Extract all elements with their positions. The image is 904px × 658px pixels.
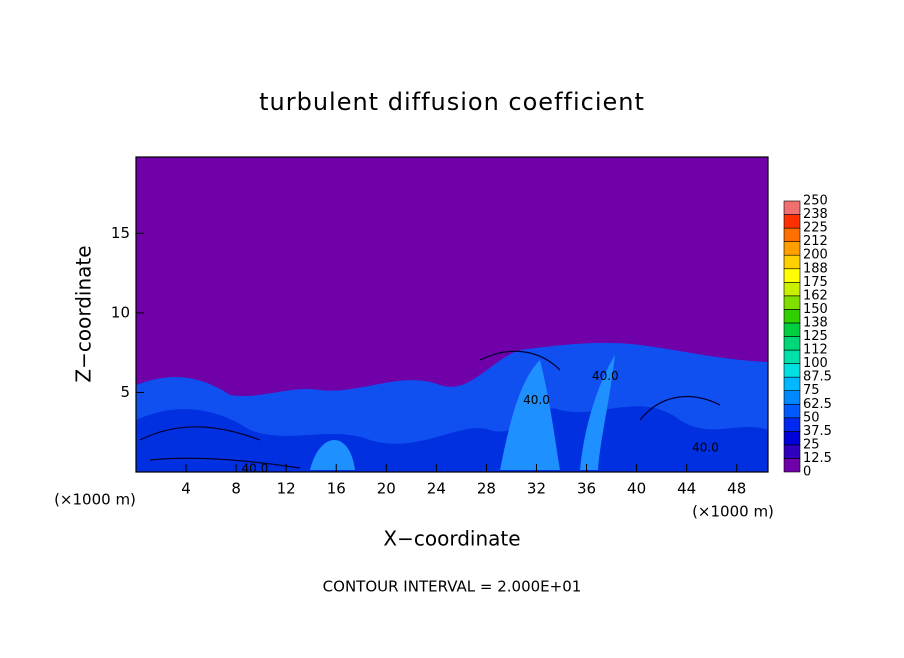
colorbar-swatch — [783, 309, 801, 324]
contour-label: 40.0 — [242, 461, 269, 475]
x-tick-label: 8 — [231, 480, 241, 498]
x-tick-label: 20 — [377, 480, 396, 498]
chart-title: turbulent diffusion coefficient — [259, 88, 645, 116]
colorbar-label: 12.5 — [803, 451, 832, 466]
colorbar-label: 0 — [803, 465, 811, 480]
colorbar-swatch — [783, 241, 801, 256]
colorbar-label: 162 — [803, 288, 828, 303]
colorbar-label: 175 — [803, 275, 828, 290]
colorbar-swatch — [783, 390, 801, 405]
y-tick-label: 15 — [111, 224, 130, 242]
colorbar-label: 25 — [803, 437, 820, 452]
colorbar-label: 37.5 — [803, 424, 832, 439]
colorbar-label: 112 — [803, 343, 828, 358]
colorbar-swatch — [783, 322, 801, 337]
colorbar-label: 200 — [803, 248, 828, 263]
colorbar-label: 225 — [803, 221, 828, 236]
colorbar-swatch — [783, 444, 801, 459]
colorbar-label: 75 — [803, 383, 820, 398]
colorbar-swatch — [783, 403, 801, 419]
contour-label: 40.0 — [592, 369, 619, 383]
plumes — [310, 355, 615, 470]
colorbar-label: 238 — [803, 207, 828, 222]
colorbar-swatch — [783, 268, 801, 283]
colorbar-swatch — [783, 254, 801, 270]
y-axis-label: Z−coordinate — [72, 245, 96, 382]
x-axis-label: X−coordinate — [383, 527, 520, 551]
contour-lines — [139, 350, 721, 469]
colorbar-swatch — [783, 214, 801, 229]
colorbar-label: 87.5 — [803, 370, 832, 385]
colorbar-swatch — [783, 458, 801, 473]
colorbar-label: 138 — [803, 315, 828, 330]
plot-frame — [135, 156, 769, 473]
x-tick-label: 44 — [677, 480, 696, 498]
x-tick-label: 4 — [181, 480, 191, 498]
colorbar-label: 150 — [803, 302, 828, 317]
colorbar-swatch — [783, 363, 801, 378]
colorbar-swatch — [783, 200, 801, 215]
colorbar-label: 50 — [803, 410, 820, 425]
colorbar-swatch — [783, 295, 801, 310]
footer: CONTOUR INTERVAL = 2.000E+01 — [323, 578, 582, 596]
contour-label: 40.0 — [523, 393, 550, 407]
colorbar-label: 212 — [803, 234, 828, 249]
x-tick-label: 16 — [327, 480, 346, 498]
colorbar-label: 62.5 — [803, 397, 832, 412]
colorbar-swatch — [783, 227, 801, 242]
y-tick-label: 5 — [120, 383, 130, 401]
colorbar-swatch — [783, 349, 801, 364]
x-tick-label: 24 — [427, 480, 446, 498]
colorbar-swatch — [783, 417, 801, 432]
turbulent-core — [136, 406, 768, 472]
colorbar-swatch — [783, 281, 801, 297]
colorbar-swatch — [783, 431, 801, 446]
field — [136, 157, 768, 472]
x-tick-label: 48 — [727, 480, 746, 498]
x-tick-label: 32 — [527, 480, 546, 498]
colorbar-label: 188 — [803, 261, 828, 276]
x-unit-left: (×1000 m) — [54, 491, 136, 509]
x-tick-label: 40 — [627, 480, 646, 498]
x-unit-right: (×1000 m) — [692, 503, 774, 521]
contour-label: 40.0 — [692, 441, 719, 455]
colorbar-swatch — [783, 376, 801, 391]
dynamic: 4 8 12 16 20 24 28 32 36 40 44 485101540.040.040.04… — [111, 194, 832, 498]
colorbar-label: 250 — [803, 194, 828, 209]
x-tick-label: 36 — [577, 480, 596, 498]
y-tick-label: 10 — [111, 303, 130, 321]
colorbar-swatch — [783, 336, 801, 351]
x-tick-label: 12 — [277, 480, 296, 498]
colorbar-label: 100 — [803, 356, 828, 371]
colorbar-label: 125 — [803, 329, 828, 344]
x-tick-label: 28 — [477, 480, 496, 498]
